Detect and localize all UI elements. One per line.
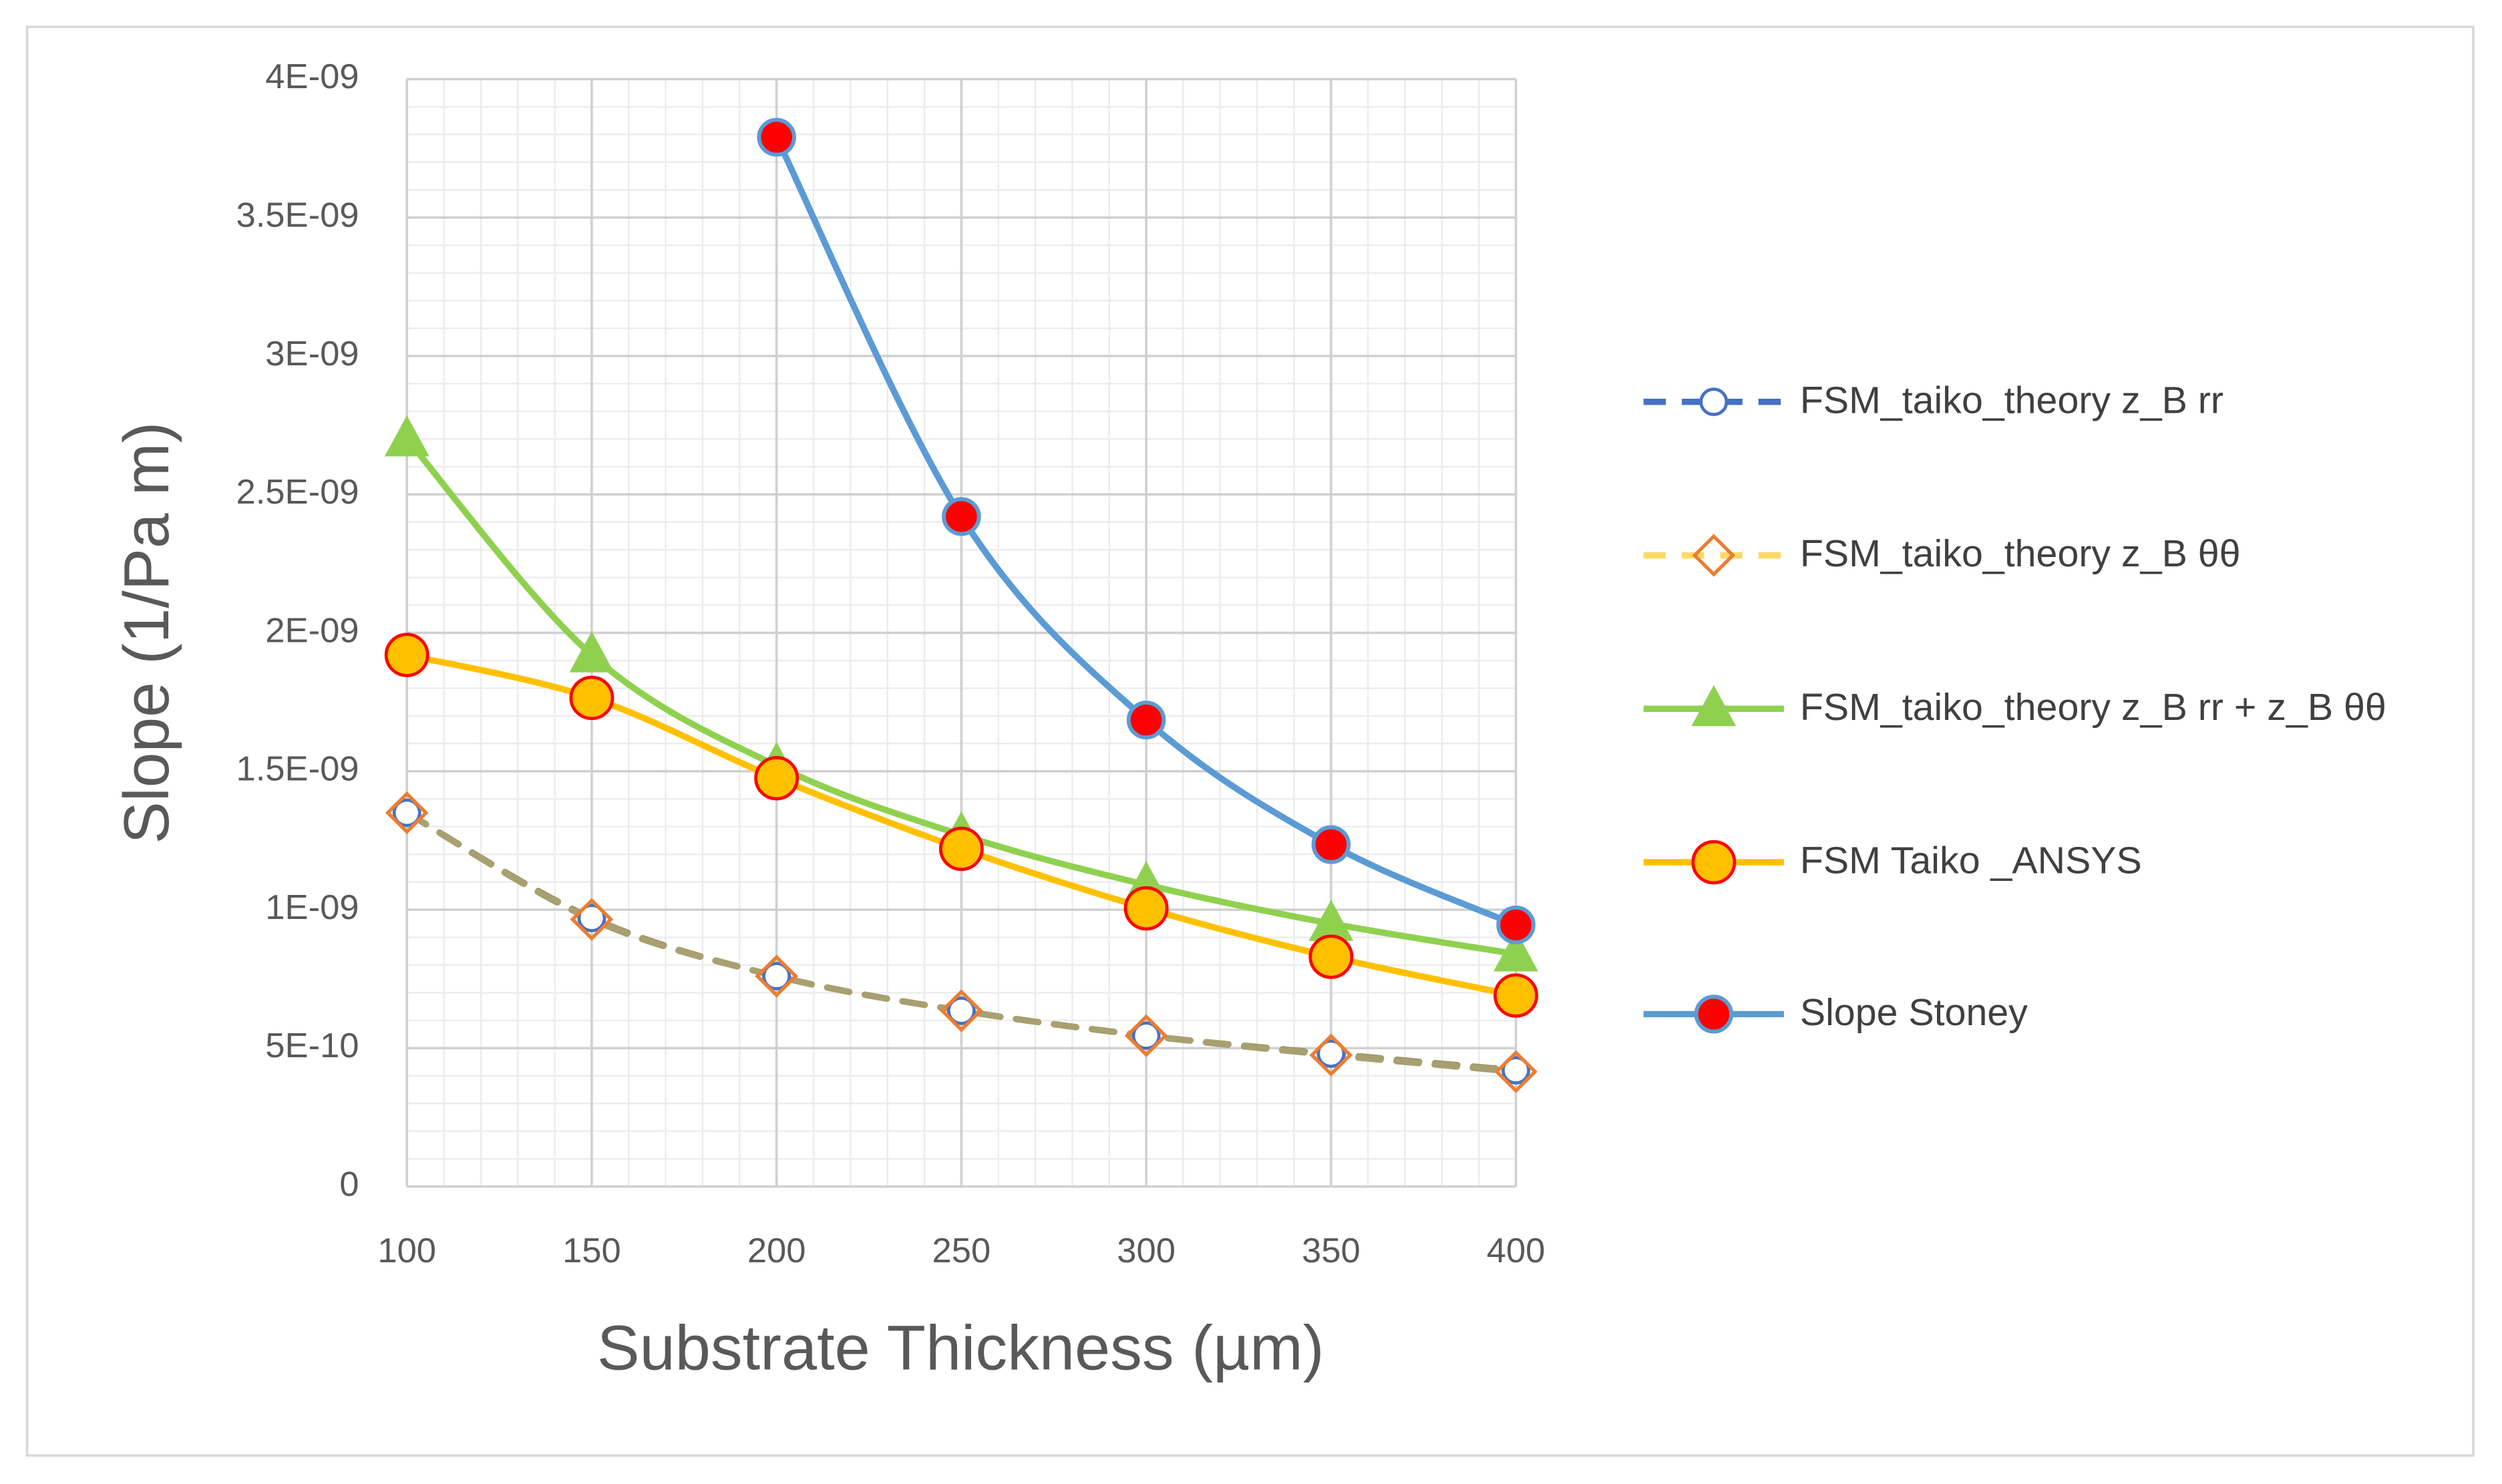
y-axis-title: Slope (1/Pa m) bbox=[112, 422, 182, 844]
y-tick-label: 4E-09 bbox=[265, 57, 359, 96]
legend-label: Slope Stoney bbox=[1799, 992, 2028, 1035]
legend-label: FSM_taiko_theory z_B θθ bbox=[1799, 533, 2241, 576]
y-tick-label: 5E-10 bbox=[265, 1027, 359, 1065]
series-line bbox=[773, 134, 1520, 928]
x-tick-label: 200 bbox=[747, 1232, 806, 1270]
x-tick-label: 400 bbox=[1487, 1232, 1546, 1270]
marker bbox=[762, 962, 791, 990]
marker bbox=[1494, 1050, 1538, 1093]
marker bbox=[392, 798, 421, 827]
marker bbox=[942, 497, 981, 536]
marker bbox=[1496, 905, 1536, 944]
marker bbox=[1692, 534, 1736, 577]
legend-label: FSM_taiko_theory z_B rr + z_B θθ bbox=[1799, 687, 2386, 730]
marker bbox=[570, 898, 614, 941]
legend-label: FSM Taiko _ANSYS bbox=[1799, 840, 2142, 883]
marker bbox=[1501, 1056, 1531, 1085]
marker bbox=[1126, 701, 1166, 740]
marker bbox=[385, 791, 429, 835]
marker bbox=[938, 826, 984, 872]
marker bbox=[1311, 825, 1351, 864]
y-tick-label: 2E-09 bbox=[265, 612, 359, 651]
legend-label-box: FSM_taiko_theory z_B rr + z_B θθ bbox=[1799, 687, 2386, 730]
marker bbox=[1308, 934, 1354, 979]
x-tick-label: 350 bbox=[1302, 1232, 1361, 1270]
marker bbox=[1694, 994, 1734, 1034]
legend-label-box: FSM Taiko _ANSYS bbox=[1799, 840, 2142, 883]
y-tick-label: 1E-09 bbox=[265, 888, 359, 927]
legend-label-box: FSM_taiko_theory z_B rr bbox=[1799, 379, 2223, 423]
legend: FSM_taiko_theory z_B rr FSM_taiko_theory … bbox=[1643, 379, 2386, 1035]
legend-label-box: FSM_taiko_theory z_B θθ bbox=[1799, 533, 2241, 576]
x-tick-label: 150 bbox=[562, 1232, 621, 1270]
x-tick-label: 300 bbox=[1117, 1232, 1176, 1270]
legend-label-box: Slope Stoney bbox=[1799, 992, 2028, 1035]
x-tick-label: 250 bbox=[932, 1232, 991, 1270]
marker bbox=[1316, 1039, 1346, 1068]
marker bbox=[569, 675, 614, 721]
y-tick-label: 3.5E-09 bbox=[236, 196, 359, 235]
marker bbox=[754, 756, 799, 801]
marker bbox=[1493, 930, 1539, 972]
y-tick-label: 3E-09 bbox=[265, 335, 359, 373]
marker bbox=[946, 996, 976, 1025]
marker bbox=[1124, 1014, 1168, 1057]
y-tick-label: 0 bbox=[339, 1165, 359, 1204]
chart-border bbox=[25, 25, 2475, 1457]
x-tick-label: 100 bbox=[377, 1232, 436, 1270]
marker bbox=[1691, 685, 1737, 727]
y-tick-label: 2.5E-09 bbox=[236, 473, 359, 512]
marker bbox=[1493, 973, 1539, 1018]
marker bbox=[1699, 387, 1729, 417]
legend-label: FSM_taiko_theory z_B rr bbox=[1799, 379, 2223, 423]
marker bbox=[384, 415, 429, 457]
y-tick-label: 1.5E-09 bbox=[236, 750, 359, 789]
marker bbox=[569, 631, 614, 673]
marker bbox=[1691, 840, 1737, 885]
marker bbox=[1131, 1021, 1161, 1051]
plot bbox=[384, 118, 1539, 1093]
marker bbox=[1123, 886, 1169, 931]
x-axis-title: Substrate Thickness (µm) bbox=[597, 1313, 1324, 1384]
marker bbox=[1309, 1033, 1353, 1077]
marker bbox=[755, 954, 799, 998]
marker bbox=[757, 118, 796, 157]
marker bbox=[577, 904, 606, 932]
marker bbox=[1308, 900, 1354, 941]
marker bbox=[940, 989, 983, 1033]
marker bbox=[384, 632, 429, 677]
